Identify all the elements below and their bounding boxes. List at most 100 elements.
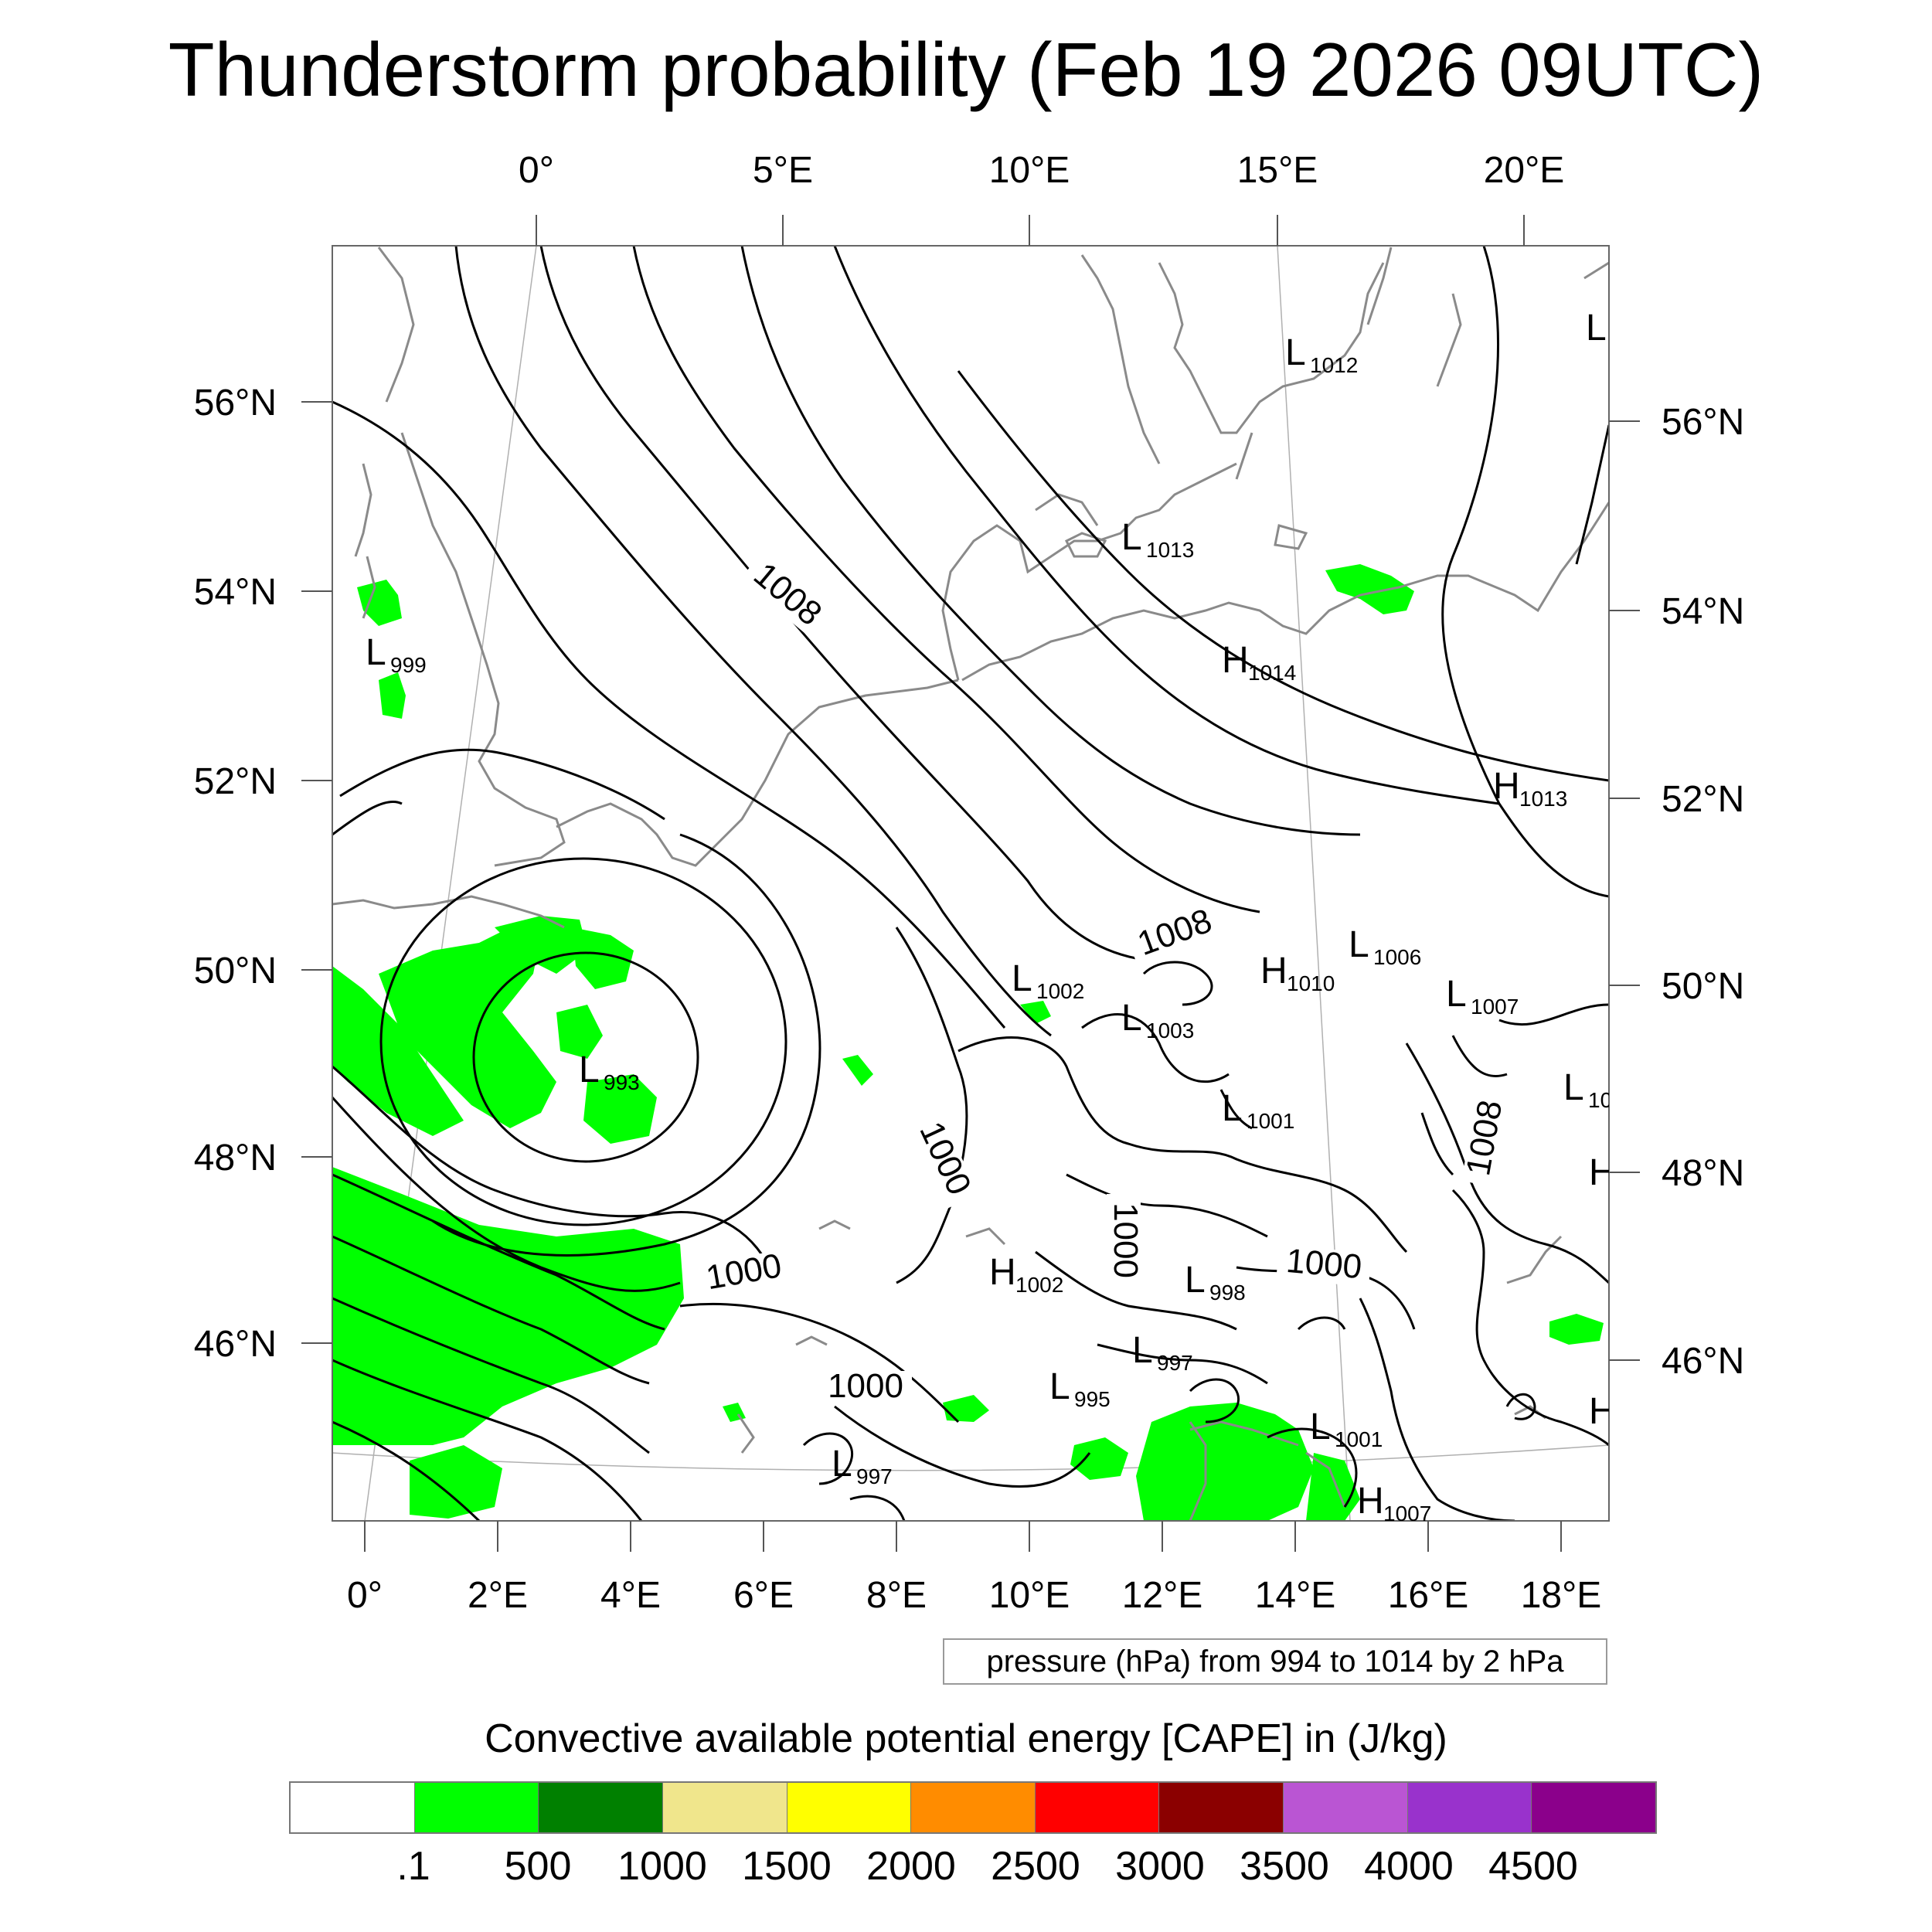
svg-text:L: L bbox=[1185, 1260, 1206, 1301]
contour-label: 1000 bbox=[828, 1367, 903, 1405]
left-lat-labels: 56°N 54°N 52°N 50°N 48°N 46°N bbox=[194, 383, 277, 1365]
svg-text:997: 997 bbox=[856, 1464, 893, 1488]
colorbar-label: .1 bbox=[396, 1844, 430, 1889]
svg-text:H: H bbox=[1589, 1152, 1616, 1193]
tick-marks bbox=[301, 215, 1640, 1552]
bottom-lon-label: 4°E bbox=[600, 1575, 661, 1616]
svg-text:1002: 1002 bbox=[1036, 979, 1084, 1003]
colorbar-label: 4000 bbox=[1364, 1844, 1454, 1889]
pressure-center-marker: H bbox=[1589, 1152, 1616, 1193]
svg-text:998: 998 bbox=[1209, 1281, 1246, 1304]
pressure-center-marker: L 1001 bbox=[1222, 1088, 1294, 1133]
svg-text:L: L bbox=[1049, 1366, 1070, 1407]
pressure-center-marker: L 1002 bbox=[1012, 958, 1084, 1003]
svg-text:H: H bbox=[1493, 766, 1520, 807]
right-lat-labels: 56°N 54°N 52°N 50°N 48°N 46°N bbox=[1662, 402, 1744, 1382]
colorbar-box bbox=[1159, 1783, 1284, 1832]
top-lon-label: 15°E bbox=[1237, 150, 1318, 191]
svg-text:L: L bbox=[1586, 308, 1607, 349]
colorbar-box bbox=[539, 1783, 663, 1832]
colorbar-box bbox=[414, 1783, 539, 1832]
left-lat-label: 52°N bbox=[194, 761, 277, 802]
bottom-lon-label: 0° bbox=[347, 1575, 383, 1616]
colorbar-box bbox=[1035, 1783, 1160, 1832]
bottom-lon-label: 18°E bbox=[1521, 1575, 1602, 1616]
svg-text:1002: 1002 bbox=[1015, 1273, 1063, 1297]
colorbar-label: 500 bbox=[504, 1844, 572, 1889]
svg-text:H: H bbox=[1589, 1391, 1616, 1432]
coastlines bbox=[332, 247, 1609, 1521]
pressure-center-marker: H bbox=[1589, 1391, 1616, 1432]
bottom-lon-label: 14°E bbox=[1255, 1575, 1336, 1616]
colorbar-label: 2500 bbox=[991, 1844, 1080, 1889]
svg-text:995: 995 bbox=[1074, 1387, 1111, 1411]
right-lat-label: 46°N bbox=[1662, 1341, 1744, 1382]
colorbar-label: 3500 bbox=[1240, 1844, 1329, 1889]
right-lat-label: 56°N bbox=[1662, 402, 1744, 443]
colorbar-label: 4500 bbox=[1488, 1844, 1578, 1889]
svg-text:L: L bbox=[1349, 924, 1369, 965]
contour-label: 1000 bbox=[1107, 1202, 1145, 1278]
colorbar-box bbox=[291, 1783, 415, 1832]
svg-text:1013: 1013 bbox=[1519, 787, 1567, 811]
pressure-center-marker: L bbox=[1586, 308, 1607, 349]
svg-text:L: L bbox=[1563, 1067, 1584, 1108]
pressure-center-marker: H 1010 bbox=[1260, 951, 1335, 995]
svg-text:H: H bbox=[989, 1252, 1016, 1293]
left-lat-label: 50°N bbox=[194, 951, 277, 992]
colorbar-label: 3000 bbox=[1115, 1844, 1205, 1889]
svg-text:999: 999 bbox=[390, 653, 427, 677]
map-border bbox=[332, 245, 1610, 1522]
svg-text:1010: 1010 bbox=[1287, 971, 1335, 995]
contour-label: 1000 bbox=[1284, 1242, 1363, 1286]
right-lat-label: 50°N bbox=[1662, 966, 1744, 1007]
top-lon-label: 10°E bbox=[989, 150, 1070, 191]
svg-text:L: L bbox=[832, 1444, 852, 1485]
svg-text:1007: 1007 bbox=[1471, 995, 1519, 1019]
right-lat-label: 54°N bbox=[1662, 591, 1744, 632]
colorbar-label: 1000 bbox=[617, 1844, 707, 1889]
top-lon-label: 20°E bbox=[1484, 150, 1565, 191]
svg-text:H: H bbox=[1222, 640, 1249, 681]
pressure-center-marker: H 1007 bbox=[1357, 1481, 1431, 1522]
svg-text:1001: 1001 bbox=[1247, 1109, 1294, 1133]
bottom-lon-labels: 0° 2°E 4°E 6°E 8°E 10°E 12°E 14°E 16°E 1… bbox=[347, 1575, 1601, 1616]
svg-text:L: L bbox=[579, 1049, 600, 1090]
top-lon-label: 0° bbox=[519, 150, 554, 191]
colorbar-box bbox=[787, 1783, 912, 1832]
bottom-lon-label: 8°E bbox=[866, 1575, 927, 1616]
svg-text:1012: 1012 bbox=[1310, 353, 1358, 377]
svg-text:H: H bbox=[1357, 1481, 1384, 1522]
svg-text:L: L bbox=[1121, 517, 1142, 558]
pressure-contours bbox=[332, 246, 1609, 1521]
bottom-lon-label: 16°E bbox=[1388, 1575, 1469, 1616]
pressure-center-marker: L 998 bbox=[1185, 1260, 1246, 1304]
pressure-center-marker: L 10 bbox=[1563, 1067, 1609, 1112]
pressure-center-marker: H 1014 bbox=[1222, 640, 1296, 685]
pressure-center-marker: L 999 bbox=[366, 632, 427, 677]
contour-info-note: pressure (hPa) from 994 to 1014 by 2 hPa bbox=[943, 1638, 1607, 1685]
top-lon-label: 5°E bbox=[753, 150, 813, 191]
svg-text:1013: 1013 bbox=[1146, 538, 1194, 562]
colorbar-box bbox=[1532, 1783, 1656, 1832]
pressure-center-marker: L 1007 bbox=[1446, 974, 1519, 1019]
left-lat-label: 56°N bbox=[194, 383, 277, 423]
svg-text:L: L bbox=[1446, 974, 1467, 1015]
colorbar-title: Convective available potential energy [C… bbox=[485, 1716, 1447, 1761]
pressure-center-marker: L 995 bbox=[1049, 1366, 1111, 1411]
pressure-center-marker: L 1001 bbox=[1310, 1406, 1383, 1451]
colorbar-box bbox=[1407, 1783, 1532, 1832]
pressure-center-marker: L 1013 bbox=[1121, 517, 1194, 562]
left-lat-label: 46°N bbox=[194, 1324, 277, 1365]
svg-text:L: L bbox=[1285, 332, 1306, 373]
svg-text:L: L bbox=[1310, 1406, 1331, 1447]
svg-text:997: 997 bbox=[1157, 1351, 1193, 1375]
svg-text:L: L bbox=[366, 632, 386, 673]
left-lat-label: 54°N bbox=[194, 572, 277, 613]
cape-areas bbox=[332, 564, 1604, 1521]
pressure-center-marker: L 997 bbox=[1132, 1330, 1193, 1375]
colorbar-box bbox=[662, 1783, 787, 1832]
bottom-lon-label: 12°E bbox=[1122, 1575, 1203, 1616]
bottom-lon-label: 2°E bbox=[468, 1575, 528, 1616]
